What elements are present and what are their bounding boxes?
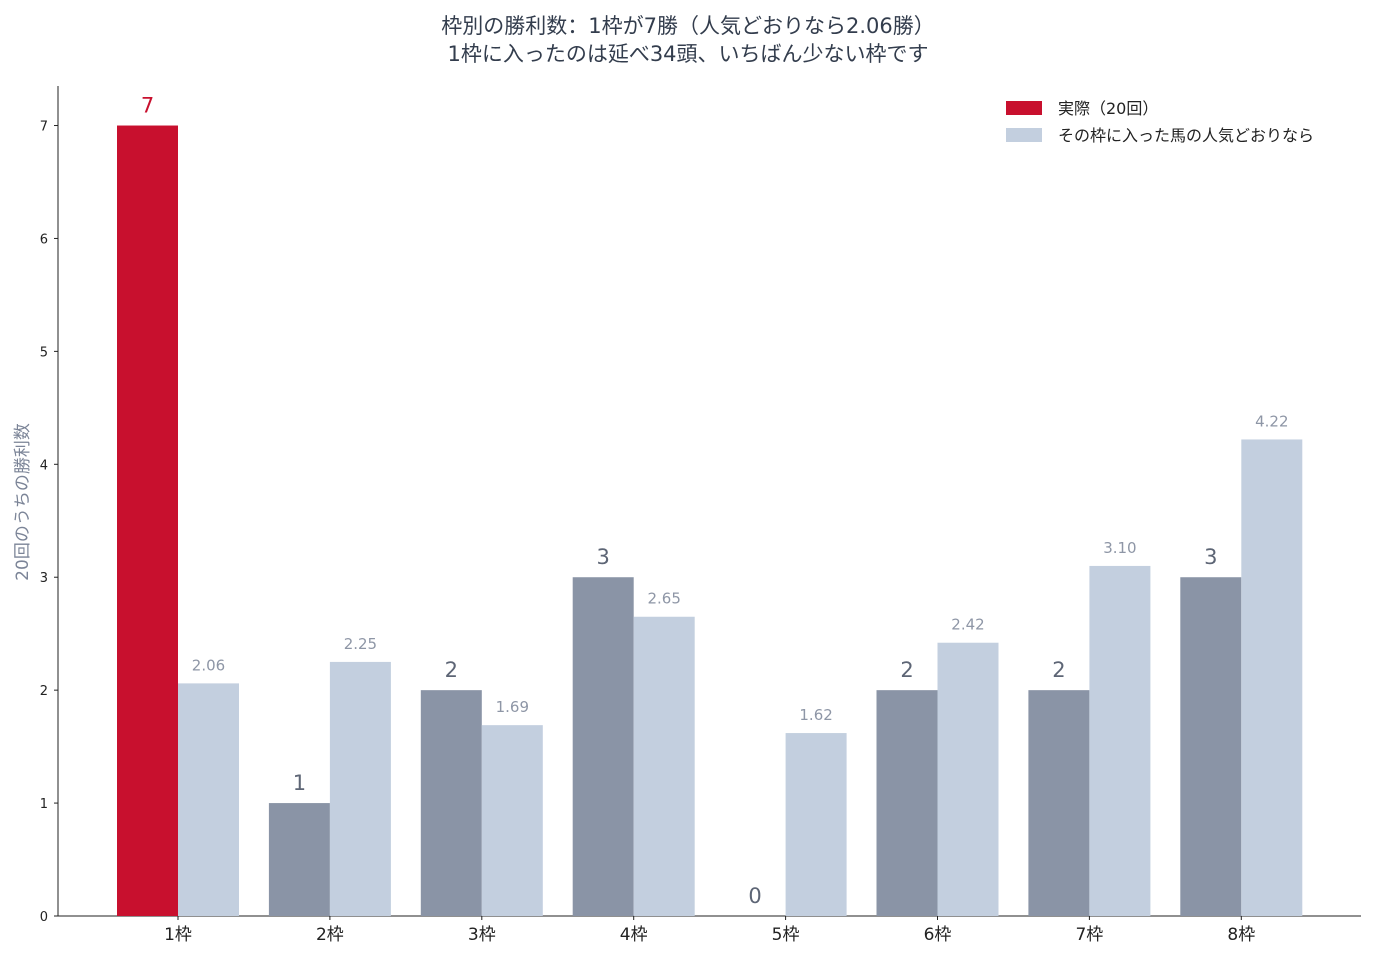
data-label-expected: 2.65 xyxy=(647,590,680,608)
x-tick-label: 5枠 xyxy=(772,925,800,945)
x-tick-label: 3枠 xyxy=(468,925,496,945)
bar-actual xyxy=(420,690,482,916)
bar-actual xyxy=(268,803,330,916)
data-label-expected: 4.22 xyxy=(1255,412,1288,430)
data-label-actual: 0 xyxy=(748,884,761,908)
data-label-expected: 1.69 xyxy=(496,698,529,716)
data-label-actual: 3 xyxy=(1204,545,1217,569)
bar-expected xyxy=(178,683,239,916)
bar-actual xyxy=(1028,690,1090,916)
y-tick-label: 1 xyxy=(40,797,48,812)
y-tick-label: 7 xyxy=(40,120,48,135)
x-tick-label: 2枠 xyxy=(316,925,344,945)
y-tick-label: 4 xyxy=(40,458,48,473)
data-labels: 7 2.06 1 2.25 2 1.69 3 2.65 0 1.62 2 2.42 2 3.10 3 4.22 xyxy=(141,94,1289,908)
y-tick-label: 3 xyxy=(40,571,48,586)
legend-label-actual: 実際（20回） xyxy=(1058,99,1158,118)
data-label-expected: 2.06 xyxy=(192,656,225,674)
y-axis-label: 20回のうちの勝利数 xyxy=(13,423,33,581)
y-tick-label: 2 xyxy=(40,684,48,699)
x-tick-label: 8枠 xyxy=(1227,925,1255,945)
x-tick-label: 7枠 xyxy=(1075,925,1103,945)
y-tick-label: 6 xyxy=(40,232,48,247)
y-tick-label: 5 xyxy=(40,345,48,360)
data-label-actual: 3 xyxy=(597,545,610,569)
bar-expected xyxy=(785,733,847,916)
bar-expected xyxy=(481,725,543,916)
axes: 0 1 2 3 4 5 6 7 20回のうちの勝利数 1枠 2枠 3枠 4枠 5枠 6枠 7枠 8枠 xyxy=(13,86,1361,945)
data-label-actual: 2 xyxy=(900,658,913,682)
bar-actual xyxy=(876,690,938,916)
x-tick-label: 1枠 xyxy=(164,925,192,945)
data-label-expected: 3.10 xyxy=(1103,539,1136,557)
legend-swatch-actual xyxy=(1006,101,1042,115)
data-label-expected: 1.62 xyxy=(799,706,832,724)
legend-label-expected: その枠に入った馬の人気どおりなら xyxy=(1058,126,1314,145)
x-tick-label: 6枠 xyxy=(924,925,952,945)
bar-expected xyxy=(1241,439,1303,916)
chart-title-line1: 枠別の勝利数：1枠が7勝（人気どおりなら2.06勝） xyxy=(441,14,935,38)
bars xyxy=(117,125,1303,917)
bar-actual xyxy=(572,577,634,916)
chart-title-line2: 1枠に入ったのは延べ34頭、いちばん少ない枠です xyxy=(447,42,929,66)
data-label-actual: 2 xyxy=(445,658,458,682)
bar-expected xyxy=(1089,565,1151,916)
data-label-expected: 2.42 xyxy=(951,616,984,634)
data-label-actual: 2 xyxy=(1052,658,1065,682)
bar-expected xyxy=(633,616,695,916)
bar-actual xyxy=(117,125,178,917)
y-tick-label: 0 xyxy=(40,910,48,925)
data-label-actual: 7 xyxy=(141,94,154,118)
legend-swatch-expected xyxy=(1006,128,1042,142)
bar-actual xyxy=(1180,577,1242,916)
data-label-actual: 1 xyxy=(293,771,306,795)
bar-expected xyxy=(937,642,999,916)
bar-expected xyxy=(329,661,391,916)
x-tick-label: 4枠 xyxy=(620,925,648,945)
legend: 実際（20回） その枠に入った馬の人気どおりなら xyxy=(1006,99,1314,145)
data-label-expected: 2.25 xyxy=(344,635,377,653)
